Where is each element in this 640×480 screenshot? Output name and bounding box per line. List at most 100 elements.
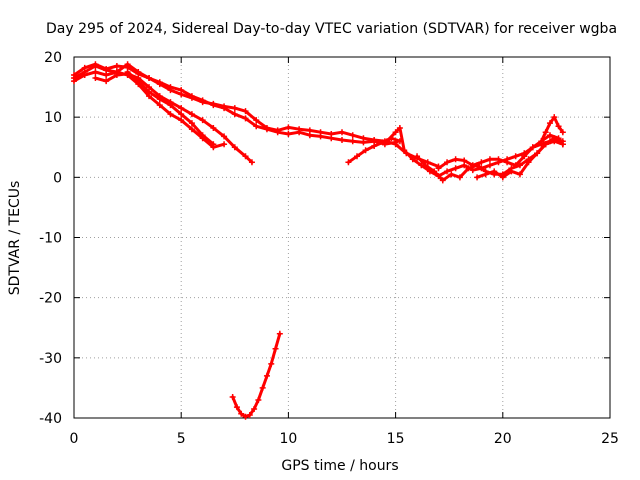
data-point-marker	[486, 156, 493, 163]
data-point-marker	[482, 171, 489, 178]
data-point-marker	[508, 168, 515, 175]
data-point-marker	[534, 150, 541, 157]
data-point-marker	[296, 126, 303, 133]
data-point-marker	[92, 63, 99, 70]
data-point-marker	[71, 78, 77, 85]
data-point-marker	[529, 144, 536, 151]
data-point-marker	[469, 162, 476, 169]
data-point-marker	[274, 127, 281, 134]
data-point-marker	[113, 72, 120, 79]
data-point-marker	[242, 115, 249, 122]
data-point-marker	[456, 174, 463, 181]
data-point-marker	[354, 153, 361, 160]
data-point-marker	[263, 372, 270, 379]
data-point-marker	[178, 105, 185, 112]
y-tick-labels: 20 10 0 -10 -20 -30 -40	[39, 50, 62, 427]
data-point-marker	[439, 177, 446, 184]
data-point-marker	[452, 156, 459, 163]
data-point-marker	[178, 91, 185, 98]
data-point-marker	[124, 69, 131, 76]
data-point-marker	[486, 162, 493, 169]
y-tick-label: -40	[39, 411, 62, 427]
y-tick-label: -20	[39, 291, 62, 307]
data-point-marker	[285, 131, 292, 138]
x-tick-label: 20	[494, 431, 512, 447]
data-point-marker	[444, 159, 451, 166]
series-track-9	[435, 132, 566, 172]
data-point-marker	[251, 405, 258, 412]
data-point-marker	[328, 131, 335, 138]
data-point-marker	[555, 123, 562, 130]
data-point-marker	[103, 72, 110, 79]
data-point-marker	[167, 102, 174, 109]
data-point-marker	[167, 111, 174, 118]
data-point-marker	[452, 165, 459, 172]
data-point-marker	[242, 108, 249, 115]
grid	[74, 57, 610, 418]
data-point-marker	[546, 120, 553, 127]
data-point-marker	[188, 126, 195, 133]
data-point-marker	[156, 96, 163, 103]
data-point-marker	[229, 393, 236, 400]
data-point-marker	[135, 69, 142, 76]
data-point-marker	[424, 159, 431, 166]
data-point-marker	[371, 143, 378, 150]
data-point-marker	[199, 132, 206, 139]
data-point-marker	[178, 111, 185, 118]
chart-title: Day 295 of 2024, Sidereal Day-to-day VTE…	[46, 21, 617, 37]
data-point-marker	[345, 159, 352, 166]
data-point-marker	[103, 78, 110, 85]
data-point-marker	[221, 133, 228, 140]
data-point-marker	[156, 81, 163, 88]
data-point-marker	[263, 124, 270, 131]
data-point-marker	[516, 171, 523, 178]
data-point-marker	[272, 345, 279, 352]
data-point-marker	[135, 78, 142, 85]
data-point-marker	[248, 159, 255, 166]
data-point-marker	[559, 129, 566, 136]
y-tick-label: -30	[39, 351, 62, 367]
data-point-marker	[461, 157, 468, 164]
data-point-marker	[504, 159, 511, 166]
series-track-2	[71, 61, 442, 170]
data-point-marker	[371, 137, 378, 144]
data-series	[71, 61, 566, 420]
data-point-marker	[551, 114, 558, 121]
data-point-marker	[210, 141, 217, 148]
data-point-marker	[384, 138, 391, 145]
data-point-marker	[113, 63, 120, 70]
data-point-marker	[555, 135, 562, 142]
data-point-marker	[495, 156, 502, 163]
x-tick-label: 25	[601, 431, 619, 447]
x-tick-label: 10	[279, 431, 297, 447]
data-point-marker	[92, 69, 99, 76]
x-axis-label: GPS time / hours	[281, 458, 398, 474]
series-line	[437, 133, 565, 170]
data-point-marker	[392, 129, 399, 136]
data-point-marker	[349, 138, 356, 145]
x-tick-label: 15	[387, 431, 405, 447]
data-point-marker	[444, 168, 451, 175]
axis-ticks	[73, 56, 611, 419]
data-point-marker	[259, 384, 266, 391]
data-point-marker	[231, 111, 238, 118]
data-point-marker	[210, 124, 217, 131]
data-point-marker	[317, 129, 324, 136]
series-track-3	[71, 69, 228, 151]
x-tick-labels: 0 5 10 15 20 25	[70, 431, 619, 447]
data-point-marker	[559, 141, 566, 148]
data-point-marker	[339, 137, 345, 144]
data-point-marker	[465, 165, 472, 172]
data-point-marker	[146, 75, 153, 82]
series-track-10	[474, 138, 566, 181]
data-point-marker	[188, 94, 195, 101]
data-point-marker	[210, 100, 217, 107]
x-tick-label: 5	[177, 431, 186, 447]
series-line	[72, 62, 440, 168]
data-point-marker	[512, 153, 519, 160]
data-point-marker	[199, 117, 206, 124]
data-point-marker	[231, 144, 238, 151]
data-point-marker	[542, 129, 549, 136]
series-track-11	[538, 114, 566, 145]
data-point-marker	[448, 171, 455, 178]
